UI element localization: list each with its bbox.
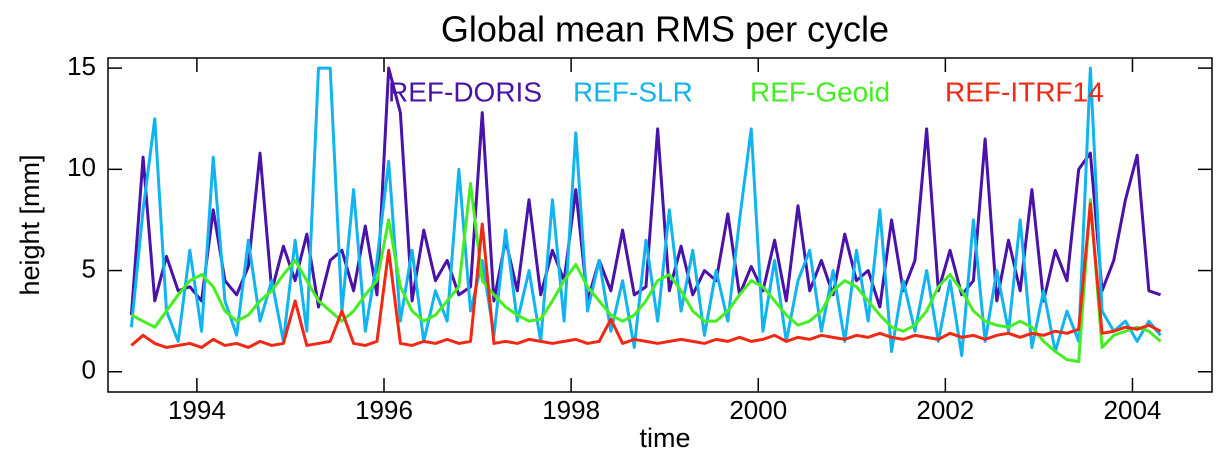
y-tick-label: 15 [67, 51, 96, 81]
series-line [130, 182, 1162, 364]
x-tick-label: 1994 [168, 395, 226, 425]
series-line [129, 66, 1162, 316]
legend-label: REF-ITRF14 [945, 76, 1104, 107]
x-tick-label: 1998 [542, 395, 600, 425]
x-tick-label: 2004 [1104, 395, 1162, 425]
x-tick-label: 1996 [355, 395, 413, 425]
series-line [129, 66, 1162, 358]
x-axis-label: time [639, 423, 690, 453]
plot-frame [107, 57, 1213, 393]
legend-label: REF-Geoid [750, 76, 890, 107]
y-tick-label: 5 [82, 253, 96, 283]
y-tick-label: 10 [67, 152, 96, 182]
legend-label: REF-SLR [573, 76, 693, 107]
y-axis-label: height [mm] [15, 154, 45, 295]
chart-title: Global mean RMS per cycle [441, 9, 889, 50]
x-tick-label: 2000 [729, 395, 787, 425]
series-line [130, 202, 1162, 349]
x-tick-label: 2002 [916, 395, 974, 425]
legend-label: REF-DORIS [388, 76, 542, 107]
plot-area [129, 66, 1162, 364]
y-tick-label: 0 [82, 355, 96, 385]
